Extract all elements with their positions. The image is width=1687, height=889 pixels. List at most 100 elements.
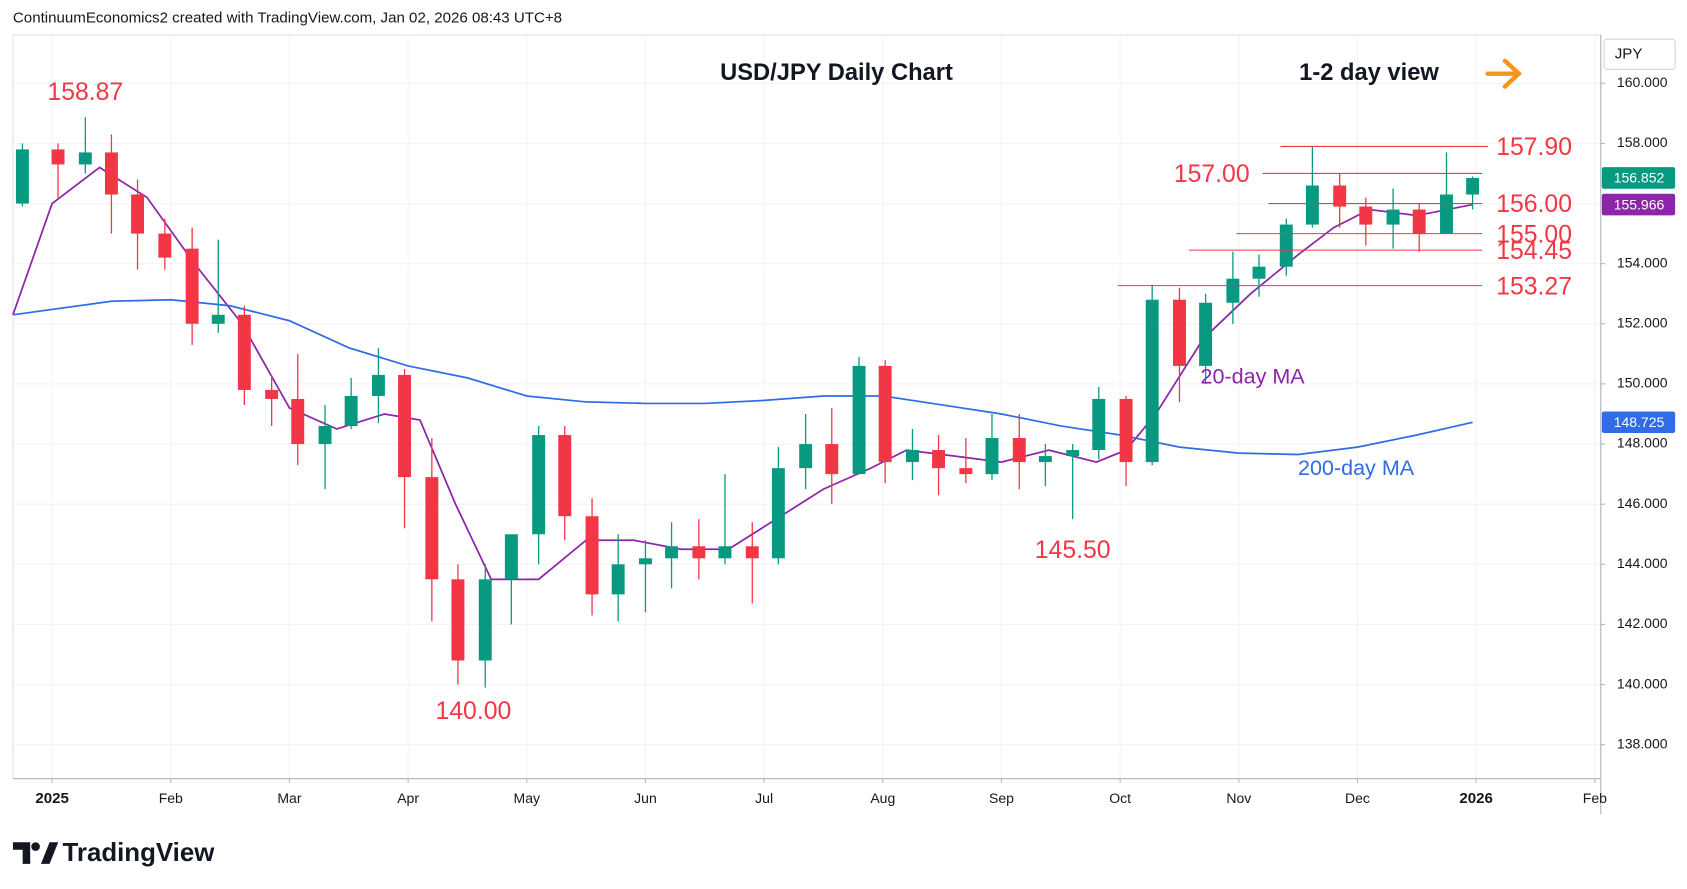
x-tick-label: Nov	[1226, 790, 1251, 806]
y-tick-label: 146.000	[1617, 495, 1668, 511]
candle-body	[799, 444, 813, 469]
brand-logo	[12, 842, 59, 864]
y-tick-label: 154.000	[1617, 254, 1668, 270]
candle-body	[1279, 224, 1293, 267]
candle-body	[78, 152, 92, 165]
level-label: 153.27	[1496, 273, 1572, 300]
candle-body	[692, 546, 706, 559]
y-tick-label: 158.000	[1617, 134, 1668, 150]
candle-body	[1359, 206, 1373, 225]
x-tick-label: Jul	[755, 790, 773, 806]
candle-body	[1226, 278, 1240, 303]
candle-body	[638, 558, 652, 565]
candle-body	[1305, 185, 1319, 225]
level-label: 154.45	[1496, 238, 1572, 265]
view-arrow	[1485, 58, 1523, 89]
candle-body	[718, 546, 732, 559]
candle-body	[1038, 456, 1052, 463]
candle-body	[51, 149, 65, 165]
candle-body	[1386, 209, 1400, 225]
series-label: 20-day MA	[1200, 363, 1305, 388]
candle-body	[425, 477, 439, 580]
x-tick-label: Oct	[1109, 790, 1131, 806]
candle-body	[1440, 194, 1453, 234]
header: ContinuumEconomics2 created with Trading…	[13, 10, 562, 27]
candle-body	[15, 149, 29, 204]
x-tick-label: Apr	[397, 790, 419, 806]
candle-body	[371, 374, 385, 396]
x-tick-label: Aug	[870, 790, 895, 806]
annotation: 158.87	[47, 79, 123, 106]
y-tick-label: 138.000	[1617, 735, 1668, 751]
candle-body	[1173, 299, 1186, 366]
price-tag	[1601, 167, 1676, 189]
candle-body	[959, 468, 973, 475]
candle-body	[318, 426, 332, 445]
candle-body	[104, 152, 118, 195]
candle-body	[825, 444, 839, 475]
candle-body	[1412, 209, 1426, 234]
level-label: 157.00	[1174, 161, 1250, 188]
candle-body	[1092, 398, 1106, 451]
candle-body	[478, 579, 492, 661]
x-tick-label: Feb	[159, 790, 183, 806]
candle-body	[532, 435, 546, 535]
candle-body	[1199, 302, 1213, 366]
candle-body	[771, 468, 785, 559]
annotation: 145.50	[1035, 537, 1111, 564]
chart-title: USD/JPY Daily Chart	[720, 60, 953, 86]
candle-body	[1252, 266, 1266, 279]
candle-body	[985, 438, 999, 475]
level-label: 157.90	[1496, 134, 1572, 161]
y-tick-label: 140.000	[1617, 675, 1668, 691]
candle-body	[291, 398, 305, 445]
price-tag-label: 148.725	[1614, 414, 1665, 430]
x-tick-label: Sep	[989, 790, 1014, 806]
y-tick-label: 150.000	[1617, 375, 1668, 391]
subtitle: 1-2 day view	[1299, 60, 1439, 86]
currency: JPY	[1615, 45, 1643, 62]
candle-body	[1119, 398, 1133, 463]
x-tick-label: Jun	[634, 790, 657, 806]
candle-body	[211, 314, 225, 324]
x-tick-label: Feb	[1583, 790, 1607, 806]
candle-body	[398, 374, 412, 478]
candle-body	[932, 450, 946, 469]
candle-body	[611, 564, 625, 595]
candle-body	[265, 389, 279, 399]
candle-body	[878, 365, 892, 463]
x-tick-label: May	[514, 790, 540, 806]
candle-body	[1066, 450, 1080, 457]
annotation: 140.00	[435, 698, 511, 725]
level-label: 155.00	[1496, 221, 1572, 248]
x-tick-label: Dec	[1345, 790, 1370, 806]
level-label: 156.00	[1496, 191, 1572, 218]
candle-body	[185, 248, 199, 324]
candle-body	[1466, 177, 1480, 195]
currency-box	[1603, 38, 1676, 70]
price-tag-label: 156.852	[1614, 170, 1665, 186]
candle-body	[451, 579, 465, 661]
candle-body	[131, 194, 145, 234]
x-tick-label: Mar	[277, 790, 301, 806]
candle-body	[1333, 185, 1347, 207]
candle-body	[1145, 299, 1159, 463]
price-tag	[1601, 411, 1676, 434]
x-tick-label: 2025	[35, 790, 69, 807]
x-tick-label: 2026	[1459, 790, 1493, 807]
price-tag	[1601, 193, 1676, 216]
candle-body	[158, 233, 172, 258]
candle-body	[344, 395, 358, 427]
candle-body	[852, 365, 866, 475]
y-tick-label: 152.000	[1617, 314, 1668, 330]
y-tick-label: 142.000	[1617, 615, 1668, 631]
candle-body	[1012, 438, 1026, 463]
brand: TradingView	[63, 839, 216, 867]
candle-body	[585, 516, 599, 595]
moving-average-line	[12, 298, 1473, 456]
y-tick-label: 144.000	[1617, 555, 1668, 571]
series-label: 200-day MA	[1298, 455, 1415, 480]
candle-body	[504, 534, 518, 580]
candle-body	[237, 314, 251, 390]
